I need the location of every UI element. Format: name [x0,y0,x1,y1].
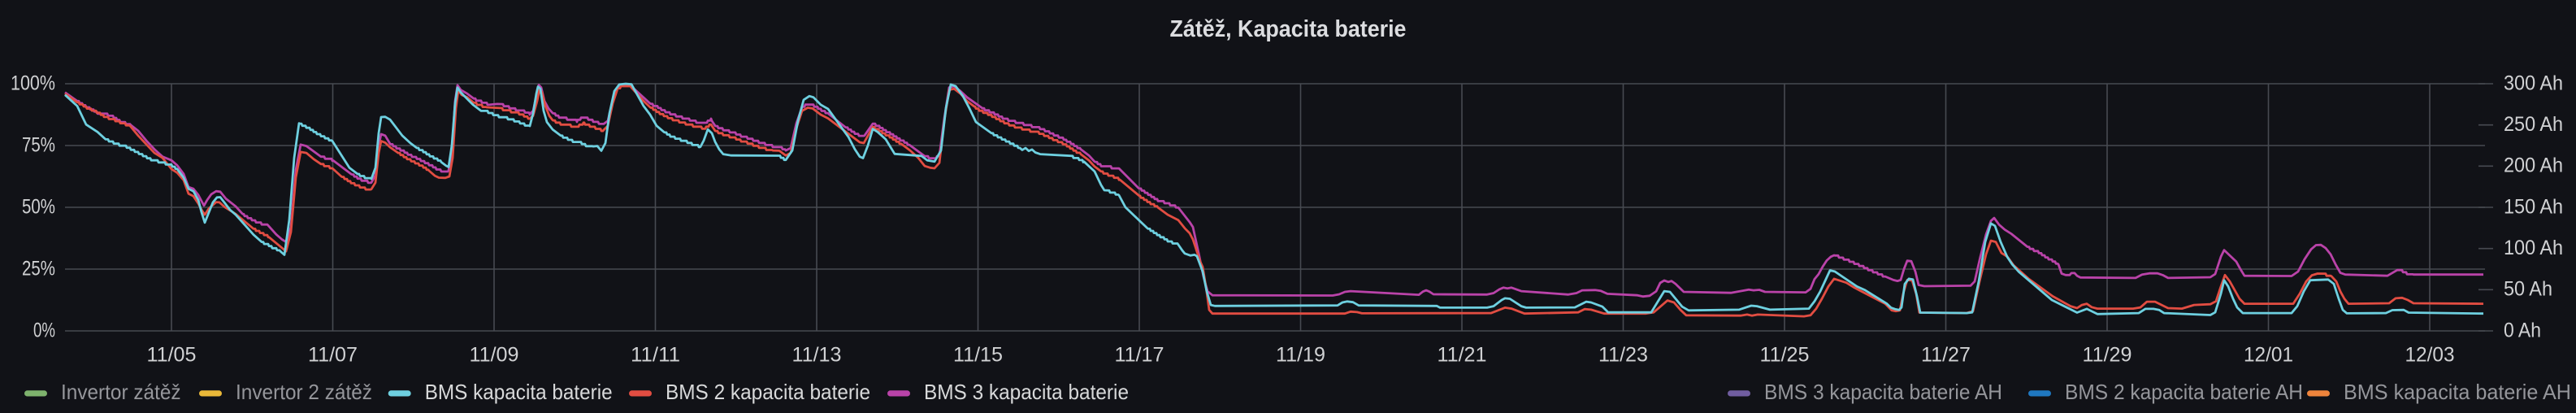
svg-text:11/19: 11/19 [1276,343,1325,366]
svg-text:11/23: 11/23 [1598,343,1648,366]
svg-text:11/25: 11/25 [1760,343,1810,366]
svg-text:250 Ah: 250 Ah [2504,113,2563,136]
svg-text:11/07: 11/07 [308,343,358,366]
svg-text:12/03: 12/03 [2405,343,2455,366]
svg-text:0%: 0% [33,319,55,341]
svg-text:100%: 100% [11,72,55,94]
svg-text:BMS 2 kapacita baterie: BMS 2 kapacita baterie [666,380,870,404]
svg-text:11/11: 11/11 [631,343,680,366]
svg-text:50%: 50% [22,195,55,218]
svg-text:200 Ah: 200 Ah [2504,154,2563,177]
svg-text:Invertor 2 zátěž: Invertor 2 zátěž [236,380,372,404]
svg-text:11/05: 11/05 [147,343,197,366]
svg-text:BMS kapacita baterie AH: BMS kapacita baterie AH [2344,380,2571,404]
svg-text:100 Ah: 100 Ah [2504,237,2563,259]
svg-text:11/17: 11/17 [1115,343,1164,366]
svg-text:11/27: 11/27 [1921,343,1971,366]
svg-text:150 Ah: 150 Ah [2504,195,2563,218]
svg-text:25%: 25% [22,257,55,280]
svg-text:75%: 75% [22,133,55,156]
svg-text:300 Ah: 300 Ah [2504,72,2563,94]
svg-text:Invertor zátěž: Invertor zátěž [61,380,181,404]
svg-text:12/01: 12/01 [2244,343,2293,366]
svg-text:11/13: 11/13 [792,343,842,366]
svg-text:11/29: 11/29 [2083,343,2132,366]
svg-text:BMS 3 kapacita baterie: BMS 3 kapacita baterie [924,380,1129,404]
svg-text:11/09: 11/09 [470,343,519,366]
svg-text:BMS 2 kapacita baterie AH: BMS 2 kapacita baterie AH [2065,380,2303,404]
svg-text:0 Ah: 0 Ah [2504,319,2541,341]
svg-text:50 Ah: 50 Ah [2504,278,2552,301]
svg-text:11/21: 11/21 [1438,343,1487,366]
svg-text:Zátěž, Kapacita baterie: Zátěž, Kapacita baterie [1170,16,1407,42]
svg-text:BMS kapacita baterie: BMS kapacita baterie [425,380,613,404]
svg-text:11/15: 11/15 [953,343,1003,366]
svg-text:BMS 3 kapacita baterie AH: BMS 3 kapacita baterie AH [1764,380,2002,404]
